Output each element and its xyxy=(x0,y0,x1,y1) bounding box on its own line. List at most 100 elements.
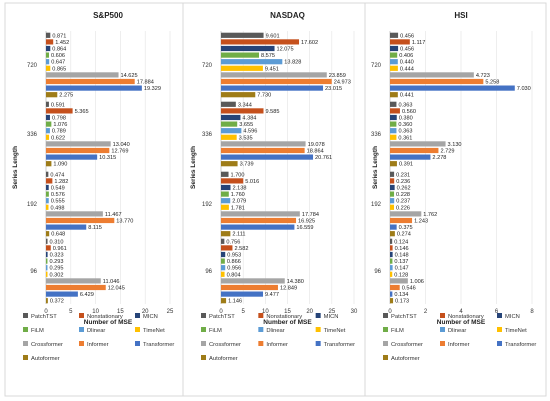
legend-item: Crossformer xyxy=(201,341,241,348)
bar-patchtst xyxy=(221,238,225,244)
bar-value-label: 0.798 xyxy=(52,116,66,122)
bar-value-label: 2.278 xyxy=(432,155,446,161)
bar-dlinear xyxy=(221,198,231,204)
legend-item: MICN xyxy=(135,313,158,320)
bar-value-label: 1.117 xyxy=(412,40,426,46)
legend-swatch xyxy=(315,327,321,332)
bar-value-label: 11.467 xyxy=(105,212,122,218)
bar-nonstationary xyxy=(390,245,393,251)
legend-label: Autoformer xyxy=(209,356,238,362)
bar-transformer xyxy=(46,154,98,160)
bar-film xyxy=(46,258,48,264)
legend-label: MICN xyxy=(505,314,520,320)
bar-patchtst xyxy=(390,32,399,38)
legend-label: Nonstationary xyxy=(448,314,484,320)
bar-value-label: 0.391 xyxy=(399,162,413,168)
bar-value-label: 12.045 xyxy=(108,286,125,292)
bar-value-label: 19.329 xyxy=(144,86,161,92)
panel-nasdaq: NASDAQ 0 5 10 15 20 25 30 Number of MSE Series Le… xyxy=(182,2,366,397)
legend-label: FiLM xyxy=(31,328,44,334)
bar-dlinear xyxy=(221,265,226,271)
bar-value-label: 0.124 xyxy=(394,239,408,245)
bar-value-label: 0.866 xyxy=(227,259,241,265)
bar-value-label: 2.111 xyxy=(232,232,245,238)
bar-value-label: 2.138 xyxy=(232,186,246,192)
bar-patchtst xyxy=(46,171,49,177)
x-tick-label: 2 xyxy=(424,309,428,315)
legend-swatch xyxy=(440,313,445,318)
bar-patchtst xyxy=(46,101,49,107)
bar-value-label: 18.864 xyxy=(307,149,324,155)
x-tick-label: 15 xyxy=(284,309,291,315)
bar-crossformer xyxy=(390,72,474,78)
legend-item: TimeNet xyxy=(497,327,527,334)
bar-transformer xyxy=(46,224,87,230)
bar-patchtst xyxy=(221,32,264,38)
bar-value-label: 0.441 xyxy=(400,93,414,99)
bar-value-label: 0.756 xyxy=(226,239,240,245)
category-label: 720 xyxy=(202,63,213,69)
legend-swatch xyxy=(383,327,388,332)
bar-value-label: 19.078 xyxy=(308,142,325,148)
bar-value-label: 4.384 xyxy=(242,116,256,122)
bar-crossformer xyxy=(390,278,408,284)
bar-patchtst xyxy=(390,101,397,107)
bar-value-label: 16.559 xyxy=(296,225,313,231)
bar-transformer xyxy=(390,85,515,91)
category-label: 336 xyxy=(371,132,382,138)
bar-timenet xyxy=(390,271,393,277)
x-tick-label: 25 xyxy=(167,309,174,315)
legend-swatch xyxy=(135,341,140,346)
legend-swatch xyxy=(383,355,388,360)
legend-swatch xyxy=(23,341,28,346)
bar-value-label: 0.546 xyxy=(402,286,416,292)
legend-swatch xyxy=(440,341,445,346)
bar-value-label: 0.274 xyxy=(397,232,411,238)
legend-item: Informer xyxy=(79,341,109,348)
bar-film xyxy=(221,121,238,127)
bar-film xyxy=(46,52,50,58)
bar-autoformer xyxy=(390,231,395,237)
bar-value-label: 13.828 xyxy=(284,60,301,66)
bar-value-label: 0.648 xyxy=(51,232,65,238)
bar-transformer xyxy=(221,154,314,160)
bar-value-label: 0.147 xyxy=(395,266,409,272)
bar-value-label: 0.226 xyxy=(396,205,410,211)
legend-label: Transformer xyxy=(143,342,174,348)
bar-value-label: 3.739 xyxy=(240,162,254,168)
bar-timenet xyxy=(390,204,395,210)
legend-item: Transformer xyxy=(135,341,174,348)
bar-micn xyxy=(221,184,231,191)
legend-swatch xyxy=(497,313,502,318)
bar-value-label: 0.146 xyxy=(395,246,409,252)
legend-item: MICN xyxy=(497,313,520,320)
bar-value-label: 0.789 xyxy=(52,129,66,135)
bar-value-label: 2.729 xyxy=(440,149,454,155)
bar-film xyxy=(390,191,395,197)
bar-value-label: 0.302 xyxy=(49,272,63,278)
bar-nonstationary xyxy=(390,178,395,184)
bar-film xyxy=(46,121,52,127)
bar-timenet xyxy=(46,134,50,140)
bar-value-label: 0.323 xyxy=(50,253,64,259)
bar-value-label: 0.444 xyxy=(400,66,414,72)
bar-value-label: 0.375 xyxy=(399,225,413,231)
bar-nonstationary xyxy=(221,108,264,114)
bar-crossformer xyxy=(46,141,111,147)
bar-informer xyxy=(46,217,115,224)
legend-label: PatchTST xyxy=(31,314,57,320)
bar-nonstationary xyxy=(46,245,51,251)
bar-value-label: 0.440 xyxy=(400,60,414,66)
legend-label: Informer xyxy=(266,342,288,348)
legend-item: FiLM xyxy=(201,327,222,334)
category-label: 96 xyxy=(374,269,381,275)
legend-swatch xyxy=(135,327,140,332)
legend-swatch xyxy=(258,313,264,318)
legend-item: Dlinear xyxy=(258,327,285,334)
bar-nonstationary xyxy=(46,108,73,114)
bar-crossformer xyxy=(221,211,300,217)
y-axis-title: Series Length xyxy=(372,146,379,189)
panel-hsi: HSI 0 2 4 6 8 Number of MSE Series Length 96 192 3… xyxy=(364,2,547,397)
bar-autoformer xyxy=(221,161,238,167)
legend-item: PatchTST xyxy=(383,313,417,320)
